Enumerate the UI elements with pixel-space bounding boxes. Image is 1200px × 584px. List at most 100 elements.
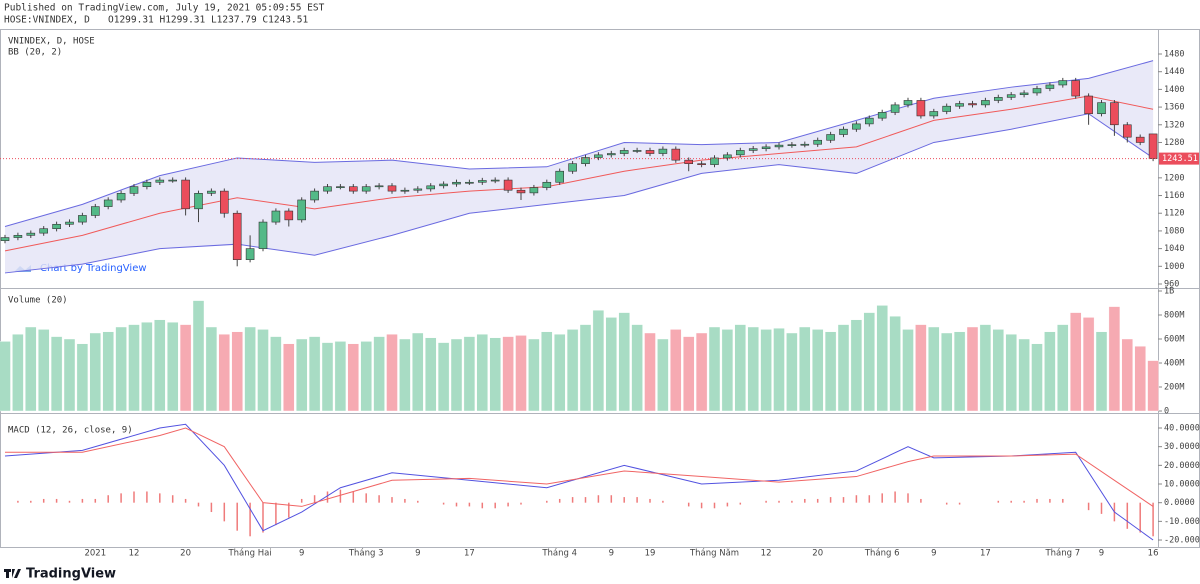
volume-bar bbox=[502, 336, 514, 412]
candle-body bbox=[426, 185, 436, 190]
candle-body bbox=[942, 105, 952, 112]
candle-body bbox=[39, 228, 49, 234]
volume-bar bbox=[747, 326, 759, 412]
x-tick-label: 12 bbox=[129, 549, 140, 559]
candle-body bbox=[632, 150, 642, 152]
volume-bar bbox=[876, 305, 888, 412]
candle-body bbox=[1110, 102, 1119, 126]
volume-bar bbox=[476, 334, 488, 412]
candle-body bbox=[0, 237, 10, 241]
y-tick-label: 30.0000 bbox=[1164, 442, 1200, 452]
volume-bar bbox=[257, 329, 269, 412]
volume-bar bbox=[244, 326, 256, 412]
volume-bar bbox=[25, 326, 37, 412]
x-tick-label: Tháng 7 bbox=[1044, 549, 1080, 559]
volume-bar bbox=[489, 337, 501, 412]
y-tick-label: -20.0000 bbox=[1164, 536, 1200, 546]
volume-bar bbox=[1082, 317, 1095, 412]
y-tick-label: 1400 bbox=[1164, 85, 1184, 95]
volume-bar bbox=[386, 334, 398, 412]
candle-body bbox=[1032, 88, 1042, 94]
volume-bar bbox=[63, 338, 76, 412]
candle-body bbox=[168, 179, 177, 182]
candle-body bbox=[245, 248, 255, 260]
x-tick-label: 9 bbox=[299, 549, 304, 559]
y-tick-label: 1320 bbox=[1164, 120, 1184, 130]
annotation: Chart by TradingView bbox=[40, 263, 147, 274]
candle-body bbox=[516, 189, 526, 194]
candle-body bbox=[981, 100, 990, 106]
volume-bar bbox=[0, 341, 11, 412]
volume-bar bbox=[657, 338, 669, 412]
volume-bar bbox=[1108, 306, 1121, 412]
candle-body bbox=[619, 150, 629, 154]
volume-bar bbox=[102, 331, 114, 412]
candle-body bbox=[336, 186, 345, 188]
volume-bar bbox=[437, 342, 450, 412]
x-tick-label: 9 bbox=[1099, 549, 1104, 559]
candle-body bbox=[155, 179, 165, 183]
y-tick-label: 1000 bbox=[1164, 262, 1184, 272]
candle-body bbox=[65, 221, 74, 225]
volume-bar bbox=[128, 324, 140, 412]
volume-bar bbox=[683, 336, 695, 412]
volume-bar bbox=[631, 324, 643, 412]
candle-body bbox=[297, 199, 307, 221]
y-tick-label: 0.0000 bbox=[1164, 498, 1195, 508]
volume-bar bbox=[863, 312, 875, 412]
x-tick-label: 19 bbox=[645, 549, 656, 559]
candle-body bbox=[181, 179, 190, 210]
volume-bar bbox=[760, 329, 772, 412]
candle-body bbox=[581, 157, 590, 164]
candle-body bbox=[271, 210, 281, 223]
volume-bar bbox=[786, 332, 798, 412]
x-tick-label: Tháng Hai bbox=[227, 549, 271, 559]
candle-body bbox=[774, 144, 784, 148]
brand-logo: TradingView bbox=[4, 567, 116, 582]
volume-bar bbox=[812, 329, 824, 412]
candle-body bbox=[645, 150, 655, 154]
candle-body bbox=[374, 185, 384, 188]
volume-bar bbox=[1095, 331, 1108, 412]
candle-body bbox=[1019, 92, 1029, 96]
volume-bar bbox=[360, 341, 372, 412]
candle-body bbox=[929, 111, 939, 117]
volume-bar bbox=[889, 316, 901, 412]
y-tick-label: 400M bbox=[1164, 359, 1184, 369]
candle-body bbox=[1058, 80, 1068, 86]
volume-bar bbox=[308, 336, 321, 412]
candle-body bbox=[116, 193, 126, 201]
volume-bar bbox=[1005, 334, 1017, 412]
candle-body bbox=[903, 100, 913, 106]
volume-bar bbox=[450, 338, 463, 412]
candle-body bbox=[1148, 133, 1158, 159]
x-tick-label: Tháng 6 bbox=[864, 549, 900, 559]
y-tick-label: 20.0000 bbox=[1164, 461, 1200, 471]
x-tick-label: 9 bbox=[415, 549, 420, 559]
y-tick-label: 1B bbox=[1164, 287, 1174, 297]
volume-bar bbox=[554, 334, 566, 412]
volume-bar bbox=[12, 334, 24, 412]
volume-bar bbox=[644, 332, 656, 412]
symbol: HOSE:VNINDEX, D bbox=[4, 15, 90, 26]
bb-lower bbox=[4, 113, 1154, 274]
candle-body bbox=[671, 148, 681, 161]
brand-icon bbox=[4, 569, 21, 578]
volume-bar bbox=[1121, 338, 1134, 412]
candle-body bbox=[684, 159, 694, 164]
volume-bar bbox=[1069, 312, 1082, 412]
volume-title: Volume (20) bbox=[8, 296, 68, 306]
candle-body bbox=[387, 185, 397, 192]
candle-body bbox=[284, 210, 294, 221]
candle-body bbox=[529, 187, 539, 194]
volume-bar bbox=[1134, 346, 1146, 412]
x-tick-label: 20 bbox=[812, 549, 823, 559]
volume-bar bbox=[270, 336, 282, 412]
y-tick-label: 960 bbox=[1164, 279, 1179, 289]
volume-bar bbox=[941, 332, 953, 412]
volume-bar bbox=[76, 343, 89, 412]
candle-body bbox=[1135, 136, 1145, 143]
x-tick-label: Tháng 4 bbox=[541, 549, 577, 559]
volume-bar bbox=[799, 326, 811, 412]
